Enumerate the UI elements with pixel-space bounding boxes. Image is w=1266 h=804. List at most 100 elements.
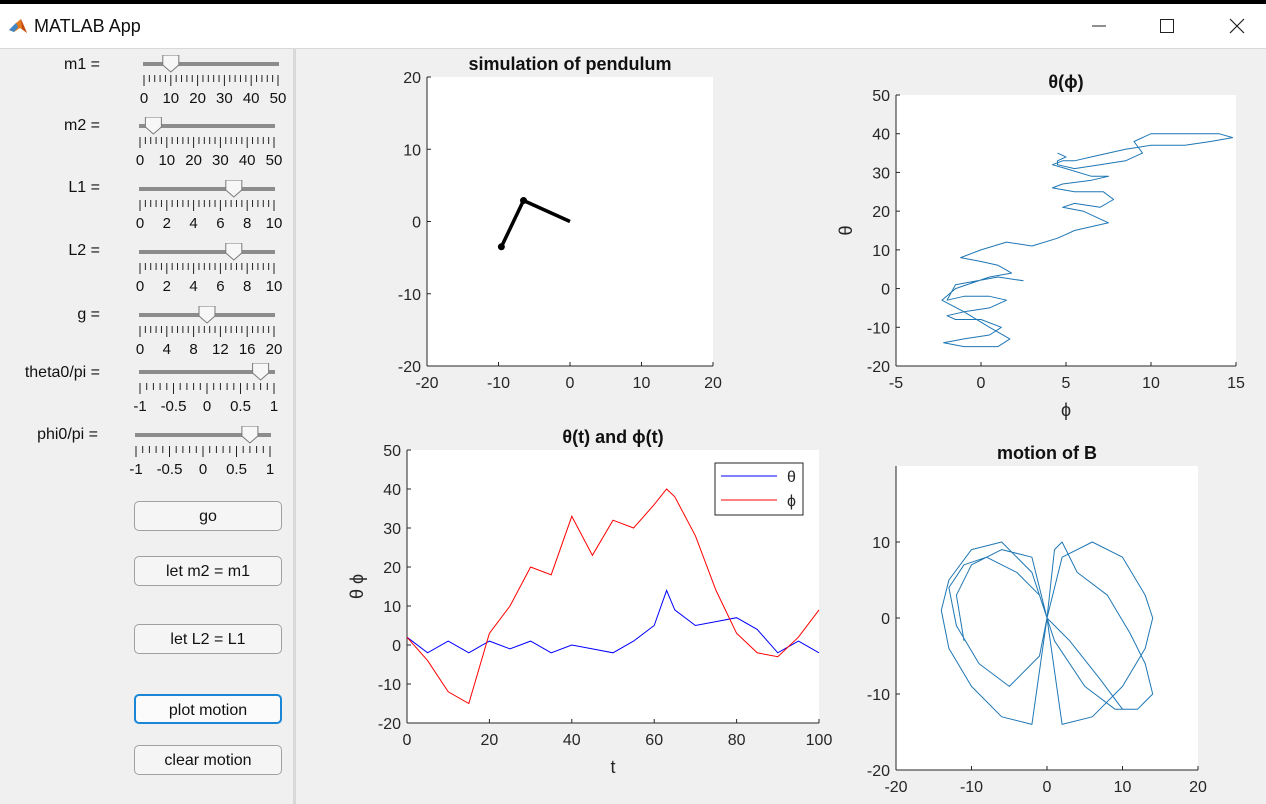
- x-tick-label: -10: [487, 375, 510, 392]
- slider-tick-label: 8: [189, 341, 197, 356]
- y-tick-label: 40: [872, 127, 890, 144]
- slider-track: [139, 124, 275, 128]
- slider-tick-label: 50: [266, 152, 282, 167]
- plot-title: motion of B: [997, 443, 1097, 463]
- slider-thumb: [225, 243, 243, 261]
- slider-track: [139, 250, 275, 254]
- slider-tick-label: 0: [199, 461, 207, 476]
- slider-tick-label: 6: [216, 278, 224, 293]
- slider-tick-label: 2: [163, 215, 171, 230]
- m2-slider[interactable]: 0 10 20 30 40 50: [132, 117, 282, 167]
- slider-tick-label: 2: [163, 278, 171, 293]
- minimize-button[interactable]: [1076, 8, 1122, 44]
- m2-label: m2 =: [63, 117, 100, 134]
- slider-tick-label: 4: [189, 278, 197, 293]
- slider-tick-label: 12: [212, 341, 229, 356]
- slider-tick-label: -1: [129, 461, 142, 476]
- y-tick-label: 10: [872, 243, 890, 260]
- slider-tick-label: 40: [239, 152, 256, 167]
- slider-thumb: [198, 306, 216, 324]
- y-tick-label: -20: [398, 359, 421, 376]
- window-titlebar: MATLAB App: [0, 4, 1266, 49]
- l1-slider[interactable]: 0 2 4 6 8 10: [132, 180, 282, 230]
- x-tick-label: 5: [1062, 375, 1071, 392]
- slider-track: [143, 62, 279, 66]
- slider-tick-label: 4: [189, 215, 197, 230]
- x-tick-label: -20: [884, 779, 907, 796]
- x-tick-label: 0: [403, 732, 412, 749]
- slider-thumb: [225, 180, 243, 198]
- close-icon: [1229, 18, 1245, 34]
- slider-tick-label: 0: [140, 90, 148, 105]
- slider-tick-label: 10: [162, 90, 179, 105]
- x-tick-label: 10: [1114, 779, 1132, 796]
- x-tick-label: 20: [704, 375, 722, 392]
- theta-phi-plot: -5 0 5 10 15 -20 -10 0 10 20 30 40 50 θ(ϕ) ϕ θ: [836, 72, 1245, 420]
- x-tick-label: 60: [645, 732, 663, 749]
- slider-tick-label: 4: [163, 341, 171, 356]
- x-axis-label: ϕ: [1061, 400, 1071, 420]
- y-tick-label: -20: [378, 716, 401, 733]
- clear-motion-button[interactable]: clear motion: [134, 745, 282, 775]
- plot-area: [896, 95, 1236, 366]
- theta0-slider[interactable]: -1 -0.5 0 0.5 1: [132, 363, 282, 413]
- slider-tick-label: 20: [185, 152, 202, 167]
- slider-tick-label: -0.5: [161, 398, 187, 413]
- x-tick-label: 20: [1189, 779, 1207, 796]
- l2-slider[interactable]: 0 2 4 6 8 10: [132, 243, 282, 293]
- y-tick-label: 0: [392, 638, 401, 655]
- legend-label-1: ϕ: [787, 493, 796, 510]
- minimize-icon: [1092, 25, 1106, 27]
- plot-title: θ(t) and ϕ(t): [562, 427, 663, 447]
- theta0-label: theta0/pi =: [24, 364, 100, 381]
- slider-tick-label: 30: [212, 152, 229, 167]
- slider-tick-label: 30: [216, 90, 233, 105]
- go-button[interactable]: go: [134, 501, 282, 531]
- x-tick-label: 100: [806, 732, 833, 749]
- pendulum-mass-1: [520, 197, 528, 205]
- legend-label-0: θ: [787, 469, 796, 486]
- close-button[interactable]: [1214, 8, 1260, 44]
- slider-tick-label: 20: [189, 90, 206, 105]
- let-m2-equal-m1-button[interactable]: let m2 = m1: [134, 556, 282, 586]
- slider-tick-label: 0.5: [230, 398, 251, 413]
- let-l2-equal-l1-button[interactable]: let L2 = L1: [134, 624, 282, 654]
- slider-tick-label: 0: [136, 278, 144, 293]
- slider-tick-label: 20: [266, 341, 282, 356]
- plot-motion-button[interactable]: plot motion: [134, 694, 282, 724]
- trajectory-line: [940, 541, 1154, 725]
- matlab-logo-icon: [9, 19, 27, 33]
- y-axis-label: θ: [836, 225, 856, 235]
- maximize-button[interactable]: [1144, 8, 1190, 44]
- x-tick-label: 0: [1043, 779, 1052, 796]
- y-tick-label: -10: [867, 687, 890, 704]
- slider-tick-label: 0.5: [226, 461, 247, 476]
- x-tick-label: 0: [566, 375, 575, 392]
- slider-tick-label: 1: [270, 398, 278, 413]
- y-tick-label: -10: [378, 677, 401, 694]
- slider-thumb: [252, 363, 270, 381]
- x-tick-label: -5: [889, 375, 903, 392]
- y-tick-label: 0: [412, 215, 421, 232]
- x-tick-label: 40: [563, 732, 581, 749]
- y-tick-label: -20: [867, 763, 890, 780]
- motion-b-plot: -20 -10 0 10 20 -20 -10 0 10 motion of B: [867, 443, 1207, 796]
- slider-tick-label: 50: [270, 90, 286, 105]
- pendulum-simulation-plot: -20 -10 0 10 20 -20 -10 0 10 20 simulation of pend…: [398, 54, 722, 392]
- trajectory-line: [941, 133, 1234, 348]
- y-tick-label: -10: [867, 320, 890, 337]
- phi0-slider[interactable]: -1 -0.5 0 0.5 1: [128, 426, 278, 476]
- panel-divider: [293, 49, 296, 804]
- m1-slider[interactable]: 0 10 20 30 40 50: [136, 55, 286, 105]
- slider-tick-label: 0: [136, 215, 144, 230]
- g-slider[interactable]: 0 4 8 12 16 20: [132, 306, 282, 356]
- x-tick-label: -10: [960, 779, 983, 796]
- legend-box: [714, 462, 804, 516]
- x-tick-label: 80: [728, 732, 746, 749]
- m1-label: m1 =: [63, 56, 100, 73]
- x-tick-label: 10: [633, 375, 651, 392]
- slider-tick-label: 8: [243, 215, 251, 230]
- slider-tick-label: 0: [203, 398, 211, 413]
- y-tick-label: 30: [872, 165, 890, 182]
- x-axis-label: t: [610, 757, 615, 777]
